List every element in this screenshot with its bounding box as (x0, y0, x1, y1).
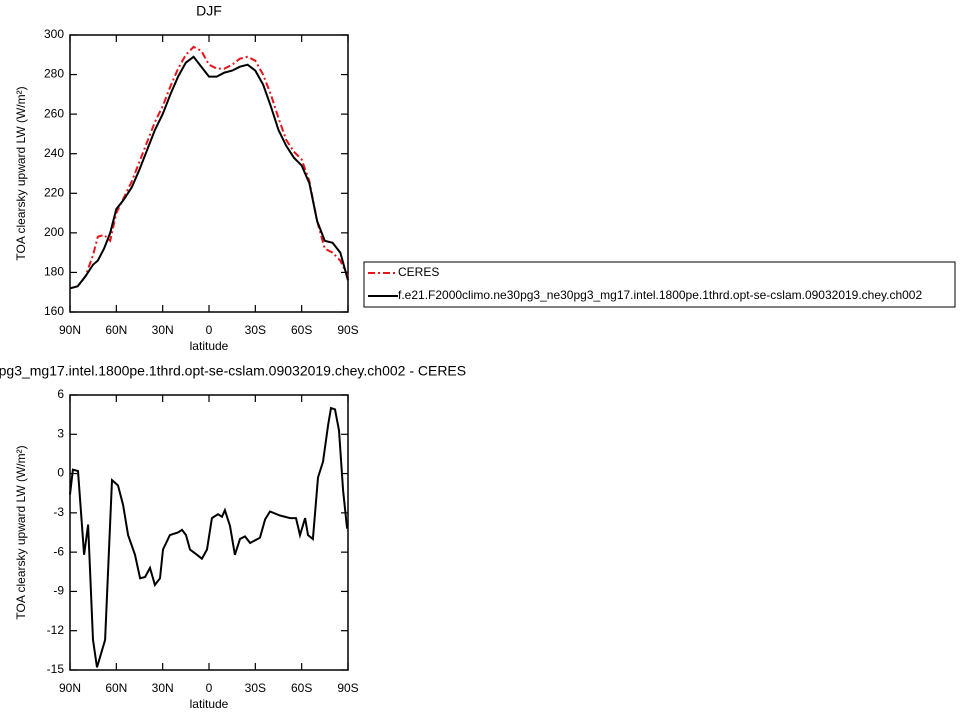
x-tick-label: 90S (337, 681, 358, 695)
x-axis-label: latitude (190, 339, 229, 353)
data-line (69, 45, 349, 290)
data-line (69, 55, 349, 290)
y-tick-label: 300 (44, 27, 64, 41)
x-tick-label: 0 (206, 681, 213, 695)
y-tick-label: -6 (53, 544, 64, 558)
x-tick-label: 90S (337, 323, 358, 337)
x-tick-label: 30N (152, 681, 174, 695)
x-tick-label: 30N (152, 323, 174, 337)
chart-title: DJF (196, 3, 222, 19)
y-tick-label: 200 (44, 225, 64, 239)
y-tick-label: 6 (57, 387, 64, 401)
x-tick-label: 90N (59, 681, 81, 695)
y-tick-label: 260 (44, 106, 64, 120)
x-tick-label: 0 (206, 323, 213, 337)
y-tick-label: 3 (57, 426, 64, 440)
chart-title: 3_ne30pg3_mg17.intel.1800pe.1thrd.opt-se… (0, 363, 466, 379)
y-tick-label: 240 (44, 146, 64, 160)
y-axis-label: TOA clearsky upward LW (W/m²) (14, 445, 28, 619)
y-axis-label: TOA clearsky upward LW (W/m²) (14, 86, 28, 260)
x-tick-label: 60N (105, 681, 127, 695)
y-tick-label: 180 (44, 265, 64, 279)
y-tick-label: -3 (53, 505, 64, 519)
x-tick-label: 60S (291, 323, 312, 337)
x-tick-label: 90N (59, 323, 81, 337)
y-tick-label: 280 (44, 67, 64, 81)
x-tick-label: 30S (245, 681, 266, 695)
x-tick-label: 60S (291, 681, 312, 695)
data-line (69, 406, 349, 668)
y-tick-label: -15 (47, 662, 65, 676)
x-axis-label: latitude (190, 697, 229, 711)
legend-label: f.e21.F2000climo.ne30pg3_ne30pg3_mg17.in… (398, 288, 922, 302)
y-tick-label: 160 (44, 304, 64, 318)
y-tick-label: -12 (47, 623, 65, 637)
y-tick-label: 0 (57, 466, 64, 480)
x-tick-label: 30S (245, 323, 266, 337)
y-tick-label: -9 (53, 584, 64, 598)
y-tick-label: 220 (44, 185, 64, 199)
legend-label: CERES (398, 265, 439, 279)
x-tick-label: 60N (105, 323, 127, 337)
legend-box (363, 261, 956, 308)
